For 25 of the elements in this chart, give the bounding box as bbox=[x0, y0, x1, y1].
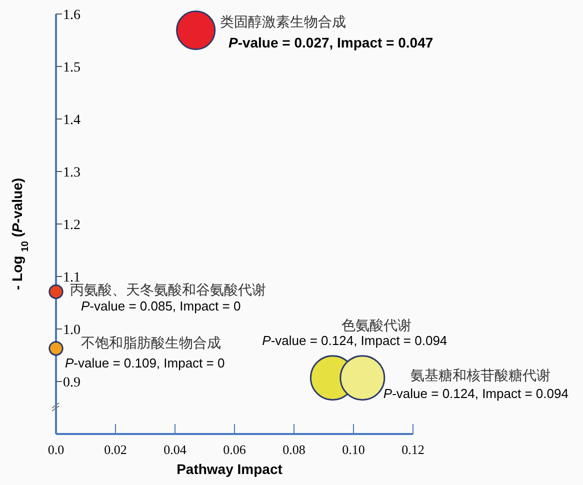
annotation: P-value = 0.027, Impact = 0.047 bbox=[228, 34, 434, 50]
y-tick-label: 0.9 bbox=[63, 376, 80, 390]
y-tick-label: 1.2 bbox=[63, 218, 80, 233]
series-label: 类固醇激素生物合成 bbox=[220, 13, 346, 30]
series-label: 色氨酸代谢 bbox=[342, 318, 412, 334]
y-tick-label: 1.0 bbox=[63, 323, 80, 338]
x-tick-label: 0.10 bbox=[342, 442, 365, 457]
annotation: P-value = 0.124, Impact = 0.094 bbox=[262, 332, 448, 348]
x-axis-title: Pathway Impact bbox=[176, 461, 283, 477]
annotation: P-value = 0.124, Impact = 0.094 bbox=[383, 386, 568, 401]
y-tick-label: 1.5 bbox=[63, 60, 80, 76]
x-tick-label: 0.0 bbox=[48, 442, 64, 457]
x-tick-label: 0.04 bbox=[164, 442, 187, 457]
x-tick-label: 0.02 bbox=[104, 442, 127, 457]
annotation: P-value = 0.085, Impact = 0 bbox=[81, 298, 241, 314]
x-tick-label: 0.12 bbox=[402, 442, 424, 457]
series-label: 丙氨酸、天冬氨酸和谷氨酸代谢 bbox=[70, 282, 266, 299]
y-tick-label: 1.3 bbox=[63, 166, 80, 180]
series-label: 不饱和脂肪酸生物合成 bbox=[81, 335, 221, 352]
annotation: P-value = 0.109, Impact = 0 bbox=[65, 355, 225, 370]
series-label: 氨基糖和核苷酸糖代谢 bbox=[410, 368, 550, 384]
x-tick-label: 0.06 bbox=[223, 442, 246, 457]
x-tick-label: 0.08 bbox=[282, 442, 306, 457]
y-tick-label: 1.4 bbox=[63, 113, 80, 128]
y-tick-label: 1.6 bbox=[63, 8, 80, 23]
